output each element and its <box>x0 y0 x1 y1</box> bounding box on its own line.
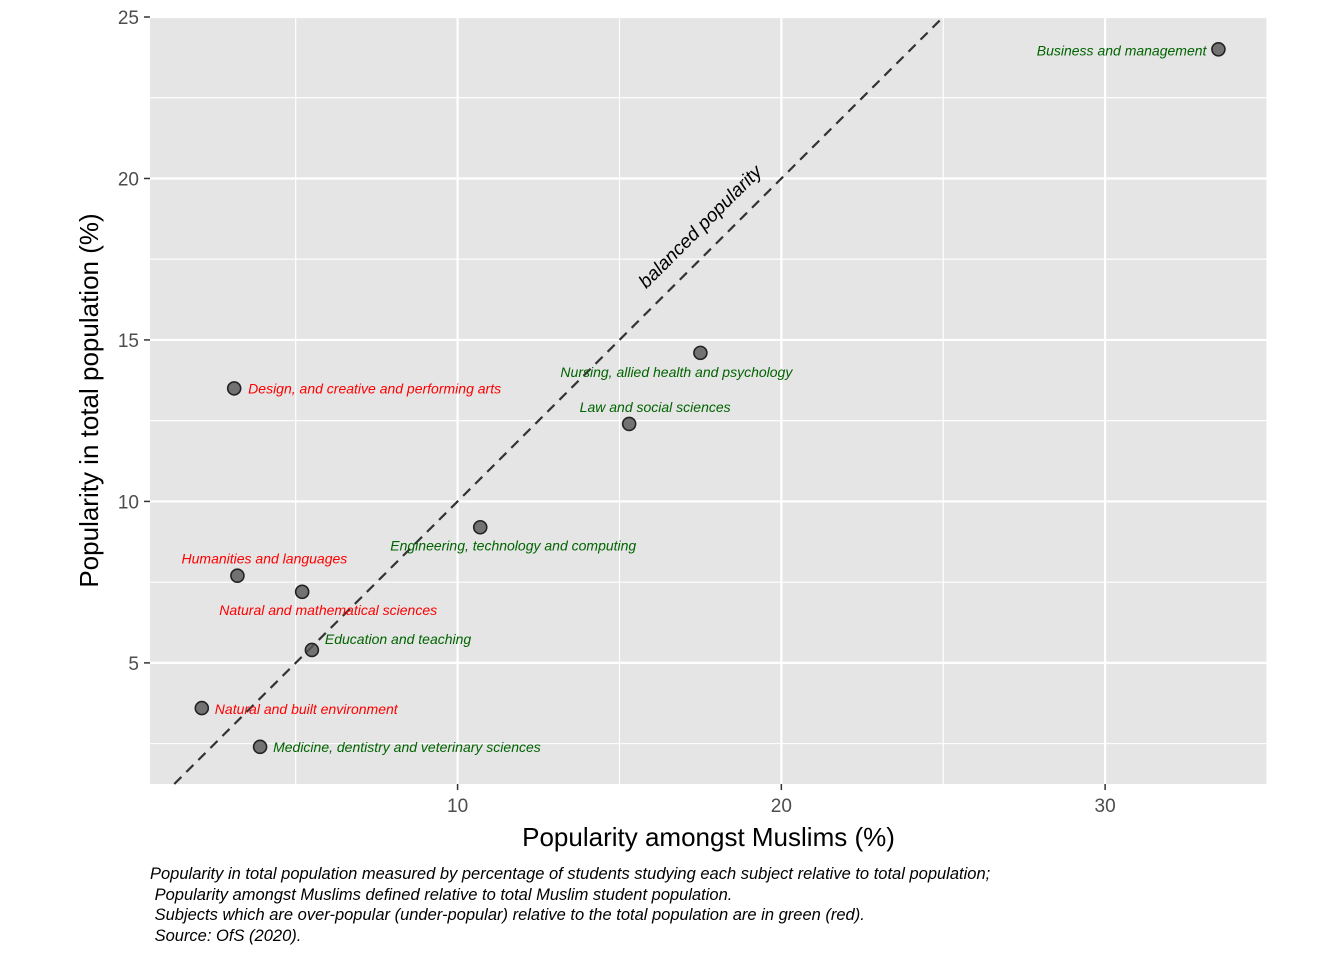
point-label: Natural and built environment <box>215 701 399 717</box>
point-label: Design, and creative and performing arts <box>248 380 501 396</box>
point-label: Humanities and languages <box>182 551 348 567</box>
scatter-chart: balanced popularity Business and managem… <box>74 8 1268 852</box>
point-label: Education and teaching <box>325 631 472 647</box>
axes: 10 20 30 5 10 15 20 25 <box>118 8 1116 817</box>
data-point <box>304 642 320 658</box>
y-axis-title: Popularity in total population (%) <box>74 213 104 587</box>
data-point <box>194 700 210 716</box>
plot-panel <box>150 17 1267 784</box>
reference-line <box>173 16 945 785</box>
major-gridlines <box>150 15 1267 784</box>
x-tick-label: 30 <box>1095 796 1116 817</box>
data-point <box>226 381 242 396</box>
data-point <box>294 584 310 600</box>
point-label: Business and management <box>1037 42 1208 58</box>
data-point <box>1211 41 1226 57</box>
point-label: Law and social sciences <box>580 399 731 415</box>
x-tick-label: 20 <box>771 796 792 817</box>
point-label: Medicine, dentistry and veterinary scien… <box>273 739 541 755</box>
caption-line: Subjects which are over-popular (under-p… <box>150 906 865 924</box>
caption-line: Source: OfS (2020). <box>150 926 302 945</box>
x-tick-label: 10 <box>447 796 468 817</box>
y-tick-label: 25 <box>118 8 139 29</box>
y-tick-label: 10 <box>118 492 139 513</box>
data-point <box>252 739 268 755</box>
y-tick-label: 20 <box>118 169 139 190</box>
minor-gridlines <box>150 17 1268 784</box>
point-label: Engineering, technology and computing <box>390 537 636 553</box>
point-labels: Business and management Nursing, allied h… <box>182 42 1208 755</box>
point-label: Natural and mathematical sciences <box>219 602 437 618</box>
caption-line: Popularity amongst Muslims defined relat… <box>150 885 733 904</box>
data-point <box>472 519 488 535</box>
x-axis-title: Popularity amongst Muslims (%) <box>522 822 895 852</box>
caption-line: Popularity in total population measured … <box>150 865 991 883</box>
data-point <box>230 568 245 583</box>
chart-caption: Popularity in total population measured … <box>150 864 1330 946</box>
data-point <box>693 345 708 361</box>
data-point <box>621 416 637 432</box>
y-tick-label: 5 <box>128 654 139 675</box>
y-tick-label: 15 <box>118 331 139 352</box>
point-label: Nursing, allied health and psychology <box>560 364 793 380</box>
data-points <box>194 41 1226 755</box>
